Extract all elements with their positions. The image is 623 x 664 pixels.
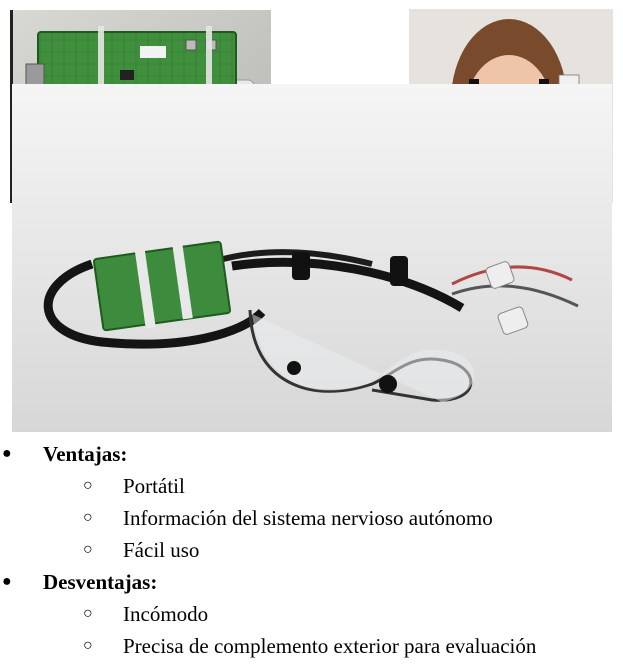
circle-bullet-icon: ○ <box>83 477 93 494</box>
list-item-text: Portátil <box>123 474 185 498</box>
circle-bullet-icon: ○ <box>83 637 93 654</box>
circle-bullet-icon: ○ <box>83 509 93 526</box>
list-item-text: Precisa de complemento exterior para eva… <box>123 634 537 658</box>
list-item-text: Incómodo <box>123 602 209 626</box>
list-item-text: Información del sistema nervioso autónom… <box>123 506 493 530</box>
eye-tracker-device-photo <box>12 84 612 432</box>
bullet-icon: ● <box>2 445 12 462</box>
section-title-desventajas: Desventajas: <box>43 570 158 594</box>
section-title-ventajas: Ventajas: <box>43 442 128 466</box>
circle-bullet-icon: ○ <box>83 605 93 622</box>
circle-bullet-icon: ○ <box>83 541 93 558</box>
bullet-icon: ● <box>2 573 12 590</box>
list-item-text: Fácil uso <box>123 538 200 562</box>
